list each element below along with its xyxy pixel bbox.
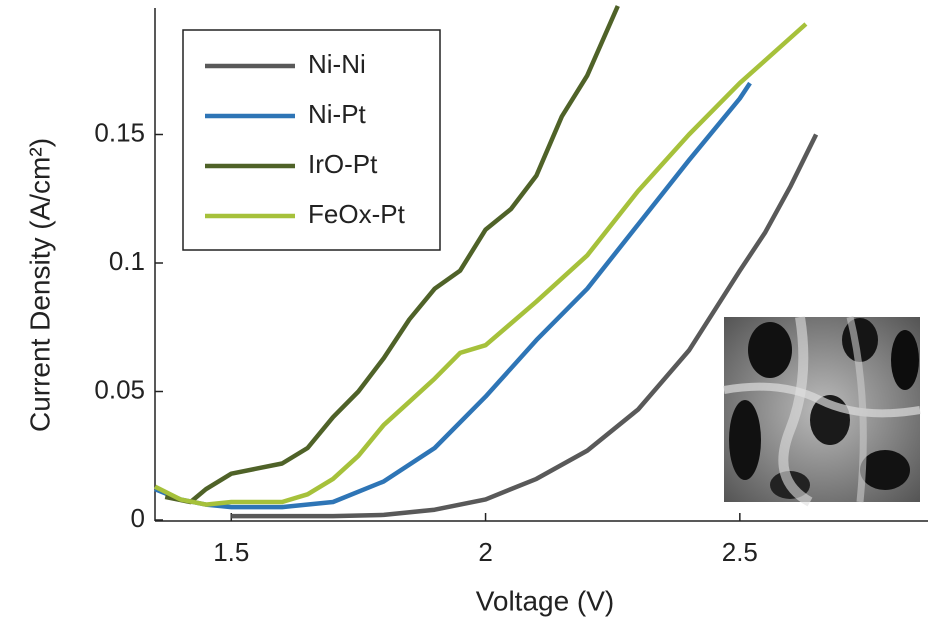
x-tick-label: 2.5	[722, 537, 758, 567]
x-tick-label: 2	[478, 537, 492, 567]
y-tick-label: 0	[131, 503, 145, 533]
series-line	[153, 22, 808, 507]
x-tick-label: 1.5	[213, 537, 249, 567]
y-tick-label: 0.15	[94, 117, 145, 147]
legend-label: IrO-Pt	[308, 149, 378, 179]
inset-image	[723, 316, 921, 507]
series-line	[231, 133, 819, 519]
y-axis-label: Current Density (A/cm²)	[24, 138, 55, 432]
y-tick-label: 0.1	[109, 246, 145, 276]
legend-label: Ni-Ni	[308, 49, 366, 79]
series-line	[164, 5, 620, 505]
legend-label: Ni-Pt	[308, 99, 367, 129]
x-axis-label: Voltage (V)	[476, 585, 615, 616]
legend-label: FeOx-Pt	[308, 199, 406, 229]
y-tick-label: 0.05	[94, 374, 145, 404]
legend: Ni-Ni Ni-Pt IrO-Pt FeOx-Pt	[182, 29, 441, 251]
